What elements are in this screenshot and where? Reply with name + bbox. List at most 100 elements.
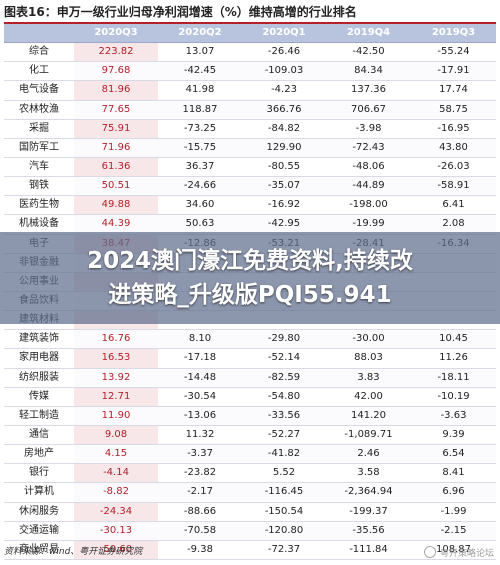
value-cell: 706.67 (326, 100, 411, 120)
value-cell: -73.25 (158, 119, 242, 139)
value-cell: -72.43 (326, 138, 411, 158)
value-cell: 3.83 (326, 368, 411, 388)
value-cell: -198.00 (326, 195, 411, 216)
value-cell: -35.56 (326, 521, 411, 541)
table-row: 综合 223.82 13.07 -26.46 -42.50 -55.24 (4, 42, 496, 63)
industry-name: 商业贸易 (4, 540, 74, 560)
value-cell: 43.80 (411, 138, 496, 158)
value-cell: 42.00 (326, 387, 411, 407)
value-cell: 50.63 (158, 214, 242, 235)
value-cell: -16.95 (411, 119, 496, 139)
industry-name: 汽车 (4, 157, 74, 178)
value-cell-2020q3: 9.08 (74, 425, 158, 446)
value-cell: -16.92 (242, 195, 326, 216)
value-cell-2020q3: 13.92 (74, 368, 158, 388)
value-cell-2020q3: 16.76 (74, 329, 158, 350)
table-row: 房地产 4.15 -3.37 -41.82 2.46 6.54 (4, 444, 496, 465)
column-header: 2020Q1 (242, 24, 326, 44)
industry-name: 轻工制造 (4, 406, 74, 426)
overlay-line-2: 进策略_升级版PQI55.941 (108, 282, 392, 308)
value-cell: -52.27 (242, 425, 326, 446)
table-row: 电气设备 81.96 41.98 -4.23 137.36 17.74 (4, 80, 496, 101)
industry-name: 传媒 (4, 387, 74, 407)
table-row: 纺织服装 13.92 -14.48 -82.59 3.83 -18.11 (4, 368, 496, 388)
value-cell: -3.98 (326, 119, 411, 139)
column-header: 2020Q2 (158, 24, 242, 44)
value-cell: -17.18 (158, 348, 242, 369)
value-cell: -24.66 (158, 176, 242, 197)
value-cell: 11.26 (411, 348, 496, 369)
value-cell: 129.90 (242, 138, 326, 158)
value-cell: -199.37 (326, 502, 411, 522)
table-row: 通信 9.08 11.32 -52.27 -1,089.71 9.39 (4, 425, 496, 446)
value-cell: 8.10 (158, 329, 242, 350)
value-cell: 6.41 (411, 195, 496, 216)
value-cell: 5.52 (242, 463, 326, 484)
table-row: 汽车 61.36 36.37 -80.55 -48.06 -26.03 (4, 157, 496, 178)
industry-name: 农林牧渔 (4, 100, 74, 120)
value-cell: -1.99 (411, 502, 496, 522)
value-cell: -14.48 (158, 368, 242, 388)
value-cell: -2,364.94 (326, 482, 411, 503)
value-cell: 366.76 (242, 100, 326, 120)
value-cell: -15.75 (158, 138, 242, 158)
value-cell: -80.55 (242, 157, 326, 178)
value-cell: -109.03 (242, 61, 326, 82)
value-cell: -42.95 (242, 214, 326, 235)
table-row: 休闲服务 -24.34 -88.66 -150.54 -199.37 -1.99 (4, 502, 496, 522)
table-row: 轻工制造 11.90 -13.06 -33.56 141.20 -3.63 (4, 406, 496, 426)
value-cell: 36.37 (158, 157, 242, 178)
table-row: 机械设备 44.39 50.63 -42.95 -19.99 2.08 (4, 214, 496, 235)
value-cell: -111.84 (326, 540, 411, 560)
source-note: 资料来源：wind、粤开证券研究院 (4, 547, 143, 557)
industry-name: 钢铁 (4, 176, 74, 197)
value-cell: 141.20 (326, 406, 411, 426)
table-row: 交通运输 -30.13 -70.58 -120.80 -35.56 -2.15 (4, 521, 496, 541)
value-cell-2020q3: 77.65 (74, 100, 158, 120)
value-cell-2020q3: 75.91 (74, 119, 158, 139)
value-cell: 11.32 (158, 425, 242, 446)
value-cell-2020q3: 11.90 (74, 406, 158, 426)
value-cell: 6.54 (411, 444, 496, 465)
industry-name: 综合 (4, 42, 74, 63)
value-cell: 13.07 (158, 42, 242, 63)
table-row: 国防军工 71.96 -15.75 129.90 -72.43 43.80 (4, 138, 496, 158)
industry-name: 采掘 (4, 119, 74, 139)
value-cell: 137.36 (326, 80, 411, 101)
value-cell: -58.91 (411, 176, 496, 197)
watermark: 粤开策略论坛 (423, 543, 494, 561)
value-cell: -23.82 (158, 463, 242, 484)
value-cell: 10.45 (411, 329, 496, 350)
value-cell: 41.98 (158, 80, 242, 101)
table-row: 家用电器 16.53 -17.18 -52.14 88.03 11.26 (4, 348, 496, 369)
watermark-text: 粤开策略论坛 (439, 548, 494, 559)
value-cell: -44.89 (326, 176, 411, 197)
value-cell: -120.80 (242, 521, 326, 541)
value-cell: -26.03 (411, 157, 496, 178)
table-row: 化工 97.68 -42.45 -109.03 84.34 -17.91 (4, 61, 496, 82)
value-cell: 118.87 (158, 100, 242, 120)
value-cell: 34.60 (158, 195, 242, 216)
value-cell: -3.63 (411, 406, 496, 426)
value-cell: -48.06 (326, 157, 411, 178)
value-cell: 6.96 (411, 482, 496, 503)
title-rule (4, 22, 496, 24)
industry-name: 计算机 (4, 482, 74, 503)
value-cell: -55.24 (411, 42, 496, 63)
value-cell-2020q3: 71.96 (74, 138, 158, 158)
value-cell: -10.19 (411, 387, 496, 407)
value-cell-2020q3: -50.60 (74, 540, 158, 560)
table-row: 农林牧渔 77.65 118.87 366.76 706.67 58.75 (4, 100, 496, 120)
table-row: 医药生物 49.88 34.60 -16.92 -198.00 6.41 (4, 195, 496, 216)
industry-name: 家用电器 (4, 348, 74, 369)
value-cell: -84.82 (242, 119, 326, 139)
value-cell: -116.45 (242, 482, 326, 503)
value-cell: -35.07 (242, 176, 326, 197)
value-cell: -9.38 (158, 540, 242, 560)
table-row: 银行 -4.14 -23.82 5.52 3.58 8.41 (4, 463, 496, 484)
column-header (4, 24, 74, 44)
value-cell-2020q3: -4.14 (74, 463, 158, 484)
value-cell: 8.41 (411, 463, 496, 484)
value-cell: -3.37 (158, 444, 242, 465)
value-cell: 9.39 (411, 425, 496, 446)
